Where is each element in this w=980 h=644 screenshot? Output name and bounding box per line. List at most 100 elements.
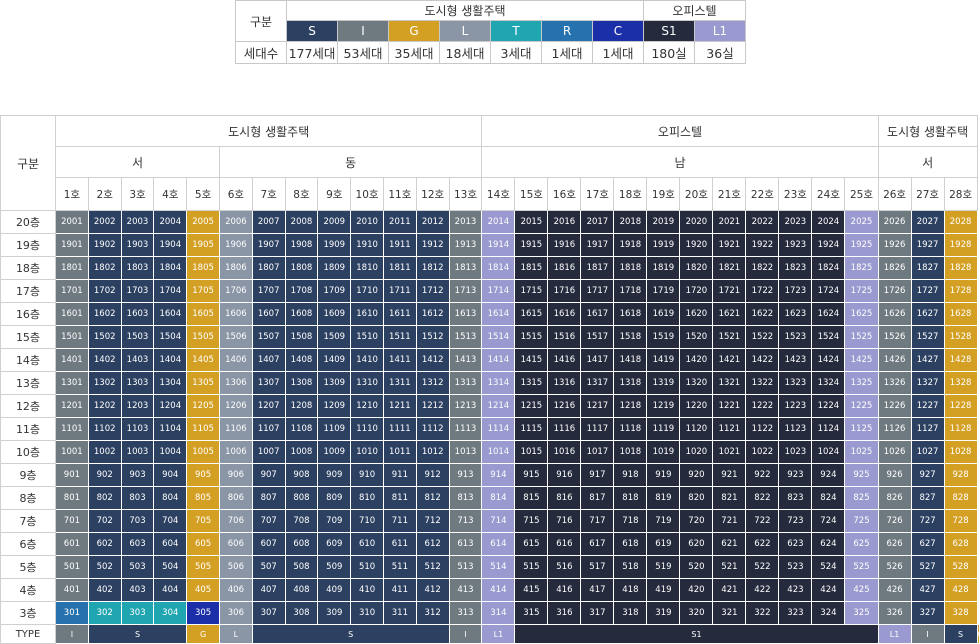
- unit-cell[interactable]: 925: [844, 463, 879, 487]
- unit-cell[interactable]: 322: [745, 601, 780, 625]
- unit-cell[interactable]: 2006: [218, 210, 253, 234]
- unit-cell[interactable]: 616: [547, 532, 582, 556]
- unit-cell[interactable]: 923: [778, 463, 813, 487]
- unit-cell[interactable]: 1119: [646, 417, 681, 441]
- unit-cell[interactable]: 814: [481, 486, 516, 510]
- unit-cell[interactable]: 1201: [55, 394, 89, 418]
- unit-cell[interactable]: 2007: [251, 210, 286, 234]
- unit-cell[interactable]: 612: [415, 532, 450, 556]
- unit-cell[interactable]: 528: [943, 555, 978, 579]
- unit-cell[interactable]: 1818: [613, 256, 648, 280]
- unit-cell[interactable]: 1327: [910, 371, 945, 395]
- unit-cell[interactable]: 521: [712, 555, 747, 579]
- unit-cell[interactable]: 1228: [943, 394, 978, 418]
- unit-cell[interactable]: 623: [778, 532, 813, 556]
- unit-cell[interactable]: 1611: [382, 302, 417, 326]
- unit-cell[interactable]: 816: [547, 486, 582, 510]
- unit-cell[interactable]: 1314: [481, 371, 516, 395]
- unit-cell[interactable]: 618: [613, 532, 648, 556]
- unit-cell[interactable]: 614: [481, 532, 516, 556]
- unit-cell[interactable]: 1318: [613, 371, 648, 395]
- unit-cell[interactable]: 924: [811, 463, 846, 487]
- unit-cell[interactable]: 1223: [778, 394, 813, 418]
- unit-cell[interactable]: 1426: [877, 348, 912, 372]
- unit-cell[interactable]: 711: [382, 509, 417, 533]
- unit-cell[interactable]: 1925: [844, 233, 879, 257]
- unit-cell[interactable]: 1711: [382, 279, 417, 303]
- unit-cell[interactable]: 909: [317, 463, 352, 487]
- unit-cell[interactable]: 607: [251, 532, 286, 556]
- unit-cell[interactable]: 1909: [317, 233, 352, 257]
- unit-cell[interactable]: 1606: [218, 302, 253, 326]
- unit-cell[interactable]: 1919: [646, 233, 681, 257]
- unit-cell[interactable]: 727: [910, 509, 945, 533]
- unit-cell[interactable]: 603: [120, 532, 155, 556]
- unit-cell[interactable]: 424: [811, 578, 846, 602]
- unit-cell[interactable]: 420: [679, 578, 714, 602]
- unit-cell[interactable]: 1311: [382, 371, 417, 395]
- unit-cell[interactable]: 309: [317, 601, 352, 625]
- unit-cell[interactable]: 627: [910, 532, 945, 556]
- unit-cell[interactable]: 1428: [943, 348, 978, 372]
- unit-cell[interactable]: 1506: [218, 325, 253, 349]
- unit-cell[interactable]: 1404: [153, 348, 188, 372]
- unit-cell[interactable]: 1315: [514, 371, 549, 395]
- unit-cell[interactable]: 1114: [481, 417, 516, 441]
- unit-cell[interactable]: 1101: [55, 417, 89, 441]
- unit-cell[interactable]: 2016: [547, 210, 582, 234]
- unit-cell[interactable]: 1901: [55, 233, 89, 257]
- unit-cell[interactable]: 302: [87, 601, 122, 625]
- unit-cell[interactable]: 1422: [745, 348, 780, 372]
- unit-cell[interactable]: 1808: [284, 256, 319, 280]
- unit-cell[interactable]: 1212: [415, 394, 450, 418]
- unit-cell[interactable]: 505: [186, 555, 220, 579]
- unit-cell[interactable]: 1111: [382, 417, 417, 441]
- unit-cell[interactable]: 1916: [547, 233, 582, 257]
- unit-cell[interactable]: 901: [55, 463, 89, 487]
- unit-cell[interactable]: 1021: [712, 440, 747, 464]
- unit-cell[interactable]: 1922: [745, 233, 780, 257]
- unit-cell[interactable]: 1807: [251, 256, 286, 280]
- unit-cell[interactable]: 403: [120, 578, 155, 602]
- unit-cell[interactable]: 1709: [317, 279, 352, 303]
- unit-cell[interactable]: 1112: [415, 417, 450, 441]
- unit-cell[interactable]: 522: [745, 555, 780, 579]
- unit-cell[interactable]: 324: [811, 601, 846, 625]
- unit-cell[interactable]: 1727: [910, 279, 945, 303]
- unit-cell[interactable]: 811: [382, 486, 417, 510]
- unit-cell[interactable]: 1702: [87, 279, 122, 303]
- unit-cell[interactable]: 1911: [382, 233, 417, 257]
- unit-cell[interactable]: 1503: [120, 325, 155, 349]
- unit-cell[interactable]: 1726: [877, 279, 912, 303]
- unit-cell[interactable]: 807: [251, 486, 286, 510]
- unit-cell[interactable]: 1928: [943, 233, 978, 257]
- unit-cell[interactable]: 1121: [712, 417, 747, 441]
- unit-cell[interactable]: 1116: [547, 417, 582, 441]
- unit-cell[interactable]: 2018: [613, 210, 648, 234]
- unit-cell[interactable]: 1728: [943, 279, 978, 303]
- unit-cell[interactable]: 501: [55, 555, 89, 579]
- unit-cell[interactable]: 1326: [877, 371, 912, 395]
- unit-cell[interactable]: 1822: [745, 256, 780, 280]
- unit-cell[interactable]: 1215: [514, 394, 549, 418]
- unit-cell[interactable]: 719: [646, 509, 681, 533]
- unit-cell[interactable]: 908: [284, 463, 319, 487]
- unit-cell[interactable]: 1820: [679, 256, 714, 280]
- unit-cell[interactable]: 307: [251, 601, 286, 625]
- unit-cell[interactable]: 1224: [811, 394, 846, 418]
- unit-cell[interactable]: 1904: [153, 233, 188, 257]
- unit-cell[interactable]: 1701: [55, 279, 89, 303]
- unit-cell[interactable]: 422: [745, 578, 780, 602]
- unit-cell[interactable]: 2011: [382, 210, 417, 234]
- unit-cell[interactable]: 318: [613, 601, 648, 625]
- unit-cell[interactable]: 325: [844, 601, 879, 625]
- unit-cell[interactable]: 1412: [415, 348, 450, 372]
- unit-cell[interactable]: 1205: [186, 394, 220, 418]
- unit-cell[interactable]: 1216: [547, 394, 582, 418]
- unit-cell[interactable]: 1118: [613, 417, 648, 441]
- unit-cell[interactable]: 1421: [712, 348, 747, 372]
- unit-cell[interactable]: 1716: [547, 279, 582, 303]
- unit-cell[interactable]: 716: [547, 509, 582, 533]
- unit-cell[interactable]: 1009: [317, 440, 352, 464]
- unit-cell[interactable]: 1714: [481, 279, 516, 303]
